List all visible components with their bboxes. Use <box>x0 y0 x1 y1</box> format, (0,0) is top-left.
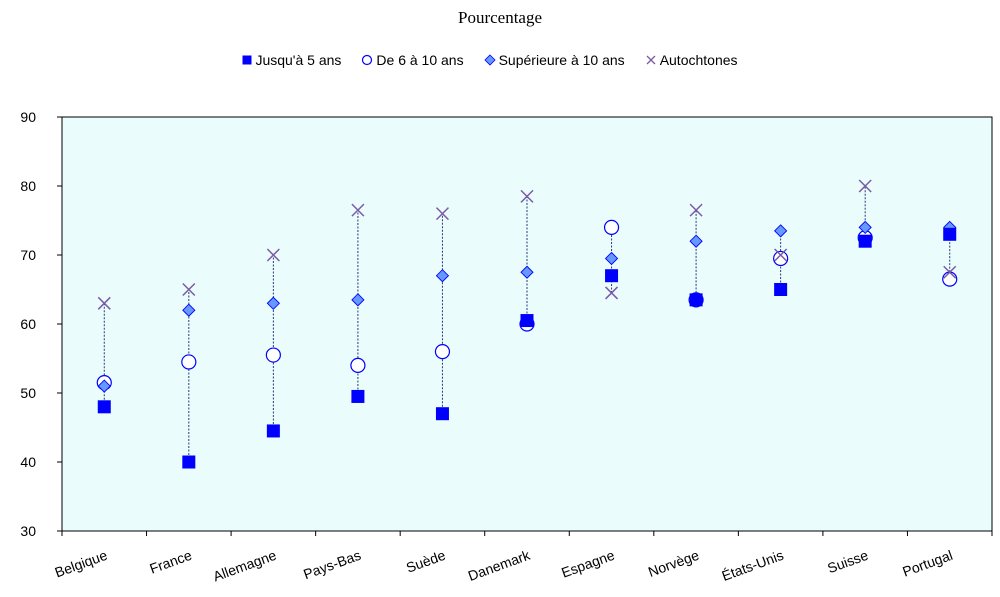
point-jusqua-5-ans <box>689 293 703 307</box>
y-axis: 30 40 50 60 70 80 90 <box>20 109 62 539</box>
legend-label-series-2: De 6 à 10 ans <box>376 52 464 68</box>
y-tick-label: 50 <box>20 385 36 401</box>
point-jusqua-5-ans <box>97 400 111 414</box>
point-de-6-a-10-ans <box>265 347 281 363</box>
x-tick-label: Suisse <box>825 547 870 576</box>
point-de-6-a-10-ans <box>181 354 197 370</box>
point-superieure-a-10-ans <box>520 265 534 279</box>
point-superieure-a-10-ans <box>351 293 365 307</box>
point-autochtones <box>520 189 534 203</box>
y-tick-label: 80 <box>20 178 36 194</box>
legend-item-series-2: De 6 à 10 ans <box>361 52 464 68</box>
x-tick-label: Belgique <box>53 547 110 581</box>
chart-title: Pourcentage <box>457 8 543 27</box>
y-tick-label: 60 <box>20 316 36 332</box>
point-autochtones <box>435 207 449 221</box>
point-jusqua-5-ans <box>351 389 365 403</box>
legend-item-series-1: Jusqu'à 5 ans <box>242 52 341 68</box>
y-tick-label: 90 <box>20 109 36 125</box>
x-tick-label: États-Unis <box>720 547 786 584</box>
data-marks <box>96 179 958 469</box>
point-jusqua-5-ans <box>774 283 788 296</box>
point-superieure-a-10-ans <box>604 251 619 266</box>
point-superieure-a-10-ans <box>435 269 450 283</box>
point-superieure-a-10-ans <box>97 379 111 393</box>
point-superieure-a-10-ans <box>773 224 788 238</box>
x-tick-label: Portugal <box>900 547 954 580</box>
legend-item-series-3: Supérieure à 10 ans <box>484 52 625 68</box>
point-de-6-a-10-ans <box>350 357 366 373</box>
legend-x-marker-icon <box>646 55 656 65</box>
legend-label-series-3: Supérieure à 10 ans <box>498 52 625 68</box>
x-axis: Belgique France Allemagne Pays-Bas Suède Dane… <box>53 531 993 585</box>
point-autochtones <box>943 265 957 279</box>
point-de-6-a-10-ans <box>773 250 789 267</box>
x-tick-label: Espagne <box>559 547 617 581</box>
point-de-6-a-10-ans <box>434 344 451 360</box>
y-tick-label: 40 <box>20 454 36 470</box>
x-tick-label: Norvège <box>646 547 701 580</box>
point-superieure-a-10-ans <box>266 296 281 310</box>
legend-label-series-4: Autochtones <box>659 52 738 68</box>
point-jusqua-5-ans <box>858 234 872 248</box>
point-autochtones <box>774 248 788 262</box>
point-autochtones <box>266 248 280 262</box>
point-jusqua-5-ans <box>520 314 534 328</box>
point-autochtones <box>689 203 703 217</box>
point-autochtones <box>97 296 111 310</box>
point-autochtones <box>351 203 365 217</box>
point-autochtones <box>605 286 619 300</box>
point-jusqua-5-ans <box>266 424 280 438</box>
point-de-6-a-10-ans <box>603 219 620 235</box>
x-tick-label: Pays-Bas <box>301 547 363 583</box>
point-superieure-a-10-ans <box>182 303 196 317</box>
legend-square-marker-icon <box>242 55 252 65</box>
point-jusqua-5-ans <box>605 269 619 283</box>
point-jusqua-5-ans <box>182 455 196 469</box>
point-autochtones <box>858 179 872 193</box>
point-autochtones <box>182 282 196 297</box>
point-jusqua-5-ans <box>943 227 957 241</box>
x-tick-label: Suède <box>404 547 448 576</box>
x-tick-label: France <box>147 547 194 577</box>
x-tick-label: Danemark <box>466 546 533 583</box>
legend-circle-marker-icon <box>362 54 373 66</box>
legend-diamond-marker-icon <box>484 54 496 66</box>
point-de-6-a-10-ans <box>942 271 958 287</box>
x-tick-label: Allemagne <box>211 547 279 585</box>
y-tick-label: 30 <box>20 523 36 539</box>
legend-item-series-4: Autochtones <box>645 52 738 68</box>
legend-label-series-1: Jusqu'à 5 ans <box>255 52 342 68</box>
point-superieure-a-10-ans <box>858 220 872 235</box>
point-superieure-a-10-ans <box>689 234 703 248</box>
point-jusqua-5-ans <box>435 407 449 421</box>
legend: Jusqu'à 5 ans De 6 à 10 ans Supérieure à… <box>0 52 1000 68</box>
y-tick-label: 70 <box>20 247 36 263</box>
